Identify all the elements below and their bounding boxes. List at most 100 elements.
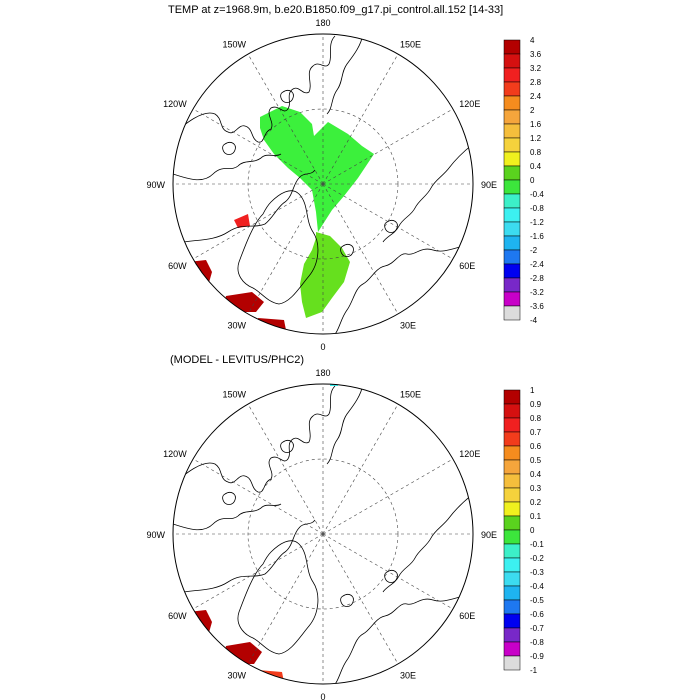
colorbar-label: -2.4 xyxy=(530,260,544,269)
colorbar-swatch xyxy=(503,655,521,671)
colorbar-swatch xyxy=(503,291,521,307)
colorbar-swatch xyxy=(503,277,521,293)
meridian-line xyxy=(322,403,399,535)
colorbar-label: -1.2 xyxy=(530,218,544,227)
colorbar-swatch xyxy=(503,305,521,321)
colorbar-swatch xyxy=(503,599,521,615)
colorbar-label: -2 xyxy=(530,246,538,255)
lon-label: 90E xyxy=(481,180,497,190)
lon-label: 120W xyxy=(163,449,187,459)
colorbar-label: 1.2 xyxy=(530,134,542,143)
meridian-line xyxy=(247,403,324,535)
colorbar-swatch xyxy=(503,501,521,517)
colorbar-label: -0.7 xyxy=(530,624,544,633)
colorbar-swatch xyxy=(503,235,521,251)
meridian-line xyxy=(322,53,399,185)
colorbar-swatch xyxy=(503,389,521,405)
lon-label: 0 xyxy=(320,342,325,352)
colorbar-label: -0.9 xyxy=(530,652,544,661)
shaded-region-baffin-bay xyxy=(234,214,250,228)
lon-label: 30W xyxy=(227,320,246,330)
map-panel-1: TEMP at z=1968.9m, b.e20.B1850.f09_g17.p… xyxy=(146,4,544,352)
lon-label: 180 xyxy=(315,18,330,28)
colorbar-label: 3.2 xyxy=(530,64,542,73)
meridians-1 xyxy=(173,34,473,334)
colorbar-label: 0.1 xyxy=(530,512,542,521)
map-title-1: TEMP at z=1968.9m, b.e20.B1850.f09_g17.p… xyxy=(168,4,503,16)
colorbar-swatch xyxy=(503,137,521,153)
colorbar-label: 1 xyxy=(530,386,535,395)
meridian-line xyxy=(247,533,324,665)
colorbar-swatch xyxy=(503,403,521,419)
meridian-line xyxy=(192,183,324,260)
meridian-line xyxy=(322,183,454,260)
lon-label: 120W xyxy=(163,99,187,109)
shaded-regions-2 xyxy=(188,384,338,682)
meridian-line xyxy=(192,108,324,185)
lon-label: 60W xyxy=(168,261,187,271)
meridian-line xyxy=(322,533,454,610)
lon-label: 0 xyxy=(320,692,325,700)
colorbar-swatch xyxy=(503,473,521,489)
lon-label: 90E xyxy=(481,530,497,540)
colorbar-label: -0.8 xyxy=(530,638,544,647)
shaded-regions-1 xyxy=(188,106,374,330)
colorbar-swatch xyxy=(503,53,521,69)
lon-labels-2: 180 150E 120E 90E 60E 30E 0 30W 60W 90W 120W 150W xyxy=(146,368,497,700)
colorbar-label: -1.6 xyxy=(530,232,544,241)
graticule-1 xyxy=(173,34,473,334)
lon-label: 60W xyxy=(168,611,187,621)
colorbar-swatch xyxy=(503,557,521,573)
colorbar-swatch xyxy=(503,627,521,643)
colorbar-swatch xyxy=(503,151,521,167)
colorbar-swatch xyxy=(503,543,521,559)
graticule-2 xyxy=(173,384,473,684)
colorbar-label: -0.1 xyxy=(530,540,544,549)
meridian-line xyxy=(322,183,399,315)
colorbar-label: -4 xyxy=(530,316,538,325)
colorbar-swatch xyxy=(503,249,521,265)
shaded-region-fram-strait xyxy=(300,232,350,318)
colorbar-label: 0.2 xyxy=(530,498,542,507)
colorbar-label: -3.6 xyxy=(530,302,544,311)
shaded-region-iceland-sea xyxy=(258,670,284,682)
lon-label: 120E xyxy=(459,99,480,109)
colorbar-label: 0.6 xyxy=(530,442,542,451)
colorbar-label: 3.6 xyxy=(530,50,542,59)
lon-label: 150E xyxy=(400,40,421,50)
colorbar-swatch xyxy=(503,165,521,181)
lon-label: 180 xyxy=(315,368,330,378)
colorbar-label: 0.4 xyxy=(530,470,542,479)
colorbar-label: -0.4 xyxy=(530,582,544,591)
map-boundary-1 xyxy=(172,33,474,335)
shaded-region-labrador-sea xyxy=(188,610,212,636)
colorbar-label: 4 xyxy=(530,36,535,45)
colorbar-swatch xyxy=(503,263,521,279)
colorbar-label: 2.8 xyxy=(530,78,542,87)
colorbar-label: 0.3 xyxy=(530,484,542,493)
shaded-region-labrador-sea xyxy=(188,260,212,286)
colorbar-swatch xyxy=(503,207,521,223)
lon-label: 150E xyxy=(400,390,421,400)
map-panel-2: (MODEL - LEVITUS/PHC2) 180 150E 120E 90E 60E… xyxy=(146,354,544,700)
lon-label: 30E xyxy=(400,320,416,330)
colorbar-label: -2.8 xyxy=(530,274,544,283)
colorbar-swatch xyxy=(503,109,521,125)
colorbar-label: -0.2 xyxy=(530,554,544,563)
colorbar-label: 1.6 xyxy=(530,120,542,129)
colorbar-label: -1 xyxy=(530,666,538,675)
colorbar-1: 4 3.6 3.2 2.8 2.4 2 1.6 1.2 0.8 0.4 0 -0.4 -0.8 -1.2 -… xyxy=(503,36,544,325)
meridian-line xyxy=(247,183,324,315)
colorbar-swatch xyxy=(503,193,521,209)
colorbar-label: -0.3 xyxy=(530,568,544,577)
colorbar-swatch xyxy=(503,67,521,83)
map-title-2: (MODEL - LEVITUS/PHC2) xyxy=(170,354,304,366)
colorbar-label: -0.8 xyxy=(530,204,544,213)
colorbar-swatch xyxy=(503,221,521,237)
meridian-line xyxy=(247,53,324,185)
colorbar-swatch xyxy=(503,641,521,657)
colorbar-swatch xyxy=(503,445,521,461)
lon-label: 30E xyxy=(400,670,416,680)
colorbar-swatch xyxy=(503,95,521,111)
colorbar-swatch xyxy=(503,529,521,545)
